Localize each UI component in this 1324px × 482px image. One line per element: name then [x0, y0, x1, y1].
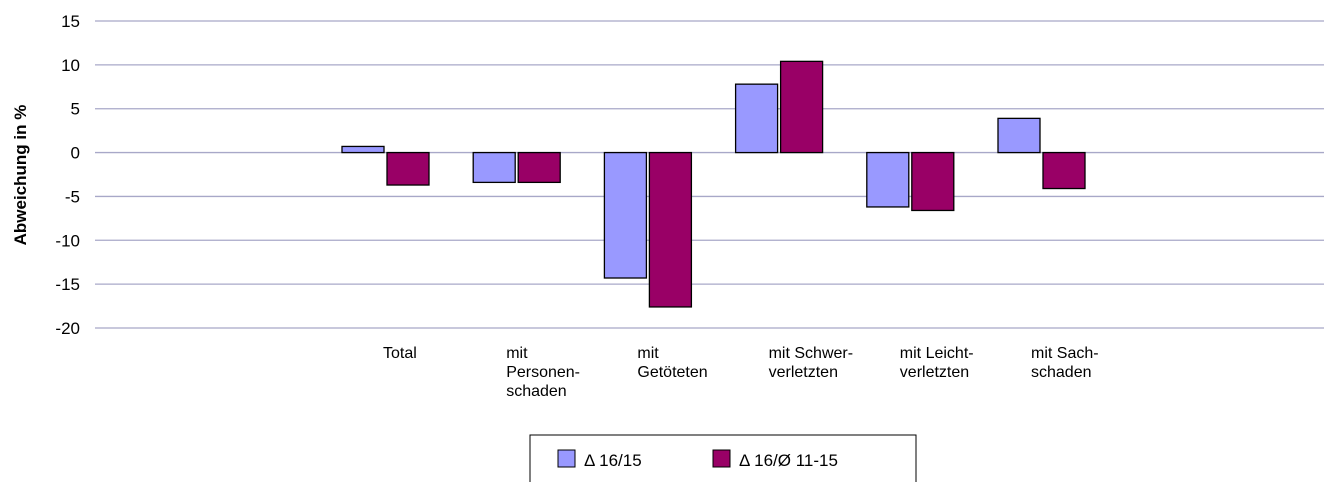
x-tick-label-line: mit Sach- — [1031, 345, 1099, 362]
bar — [734, 83, 779, 154]
bar — [997, 117, 1041, 154]
x-tick-label-line: mit Leicht- — [900, 345, 974, 362]
y-tick-label: 10 — [61, 56, 80, 75]
x-tick-label-line: Total — [383, 345, 417, 362]
x-tick-label-line: schaden — [506, 383, 567, 400]
x-tick-label: Total — [383, 345, 417, 362]
bar — [911, 151, 955, 212]
y-tick-label: -15 — [55, 275, 80, 294]
y-tick-label: 15 — [61, 12, 80, 31]
x-tick-label: mit Sach-schaden — [1031, 345, 1099, 381]
y-axis-label: Abweichung in % — [11, 105, 30, 246]
legend-label: Δ 16/Ø 11-15 — [739, 451, 838, 470]
y-tick-label: 0 — [71, 144, 80, 163]
bar — [517, 151, 561, 184]
x-tick-label-line: mit — [637, 345, 659, 362]
legend-swatch — [557, 449, 576, 468]
x-tick-label-line: verletzten — [769, 364, 838, 381]
bar — [866, 151, 910, 208]
y-tick-label: 5 — [71, 100, 80, 119]
x-tick-label: mit Leicht-verletzten — [900, 345, 974, 381]
bar — [779, 60, 824, 154]
bar — [648, 151, 693, 308]
bar — [603, 151, 648, 279]
x-tick-label-line: Getöteten — [637, 364, 707, 381]
y-tick-label: -5 — [65, 187, 80, 206]
bar — [472, 151, 516, 184]
x-tick-label-line: Personen- — [506, 364, 580, 381]
x-tick-label-line: mit — [506, 345, 528, 362]
legend-swatch — [712, 449, 731, 468]
bar — [386, 151, 430, 186]
x-tick-label-line: mit Schwer- — [769, 345, 853, 362]
legend-label: Δ 16/15 — [584, 451, 642, 470]
x-tick-label-line: verletzten — [900, 364, 969, 381]
x-tick-label: mit Personen-schaden — [506, 345, 580, 400]
x-tick-label: mit Schwer-verletzten — [769, 345, 853, 381]
x-tick-label-line: schaden — [1031, 364, 1092, 381]
y-tick-label: -20 — [55, 319, 80, 338]
bar — [341, 145, 385, 154]
bar — [1042, 151, 1086, 190]
y-tick-label: -10 — [55, 231, 80, 250]
x-tick-label: mit Getöteten — [637, 345, 707, 381]
